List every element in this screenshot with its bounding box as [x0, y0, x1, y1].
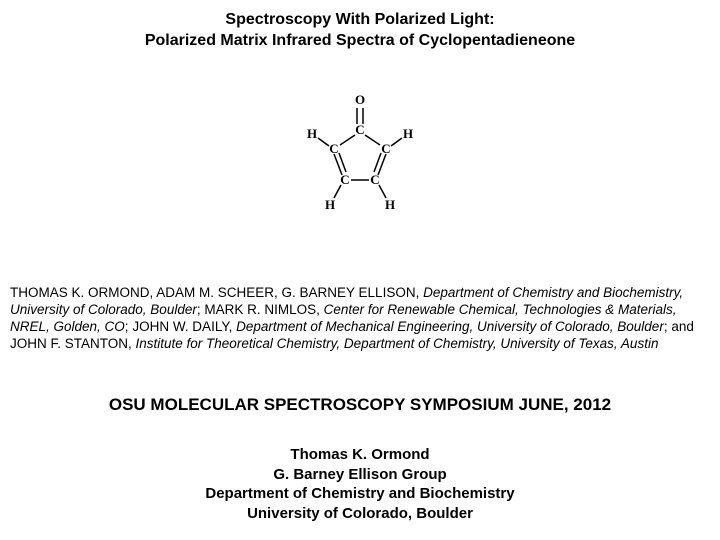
atom-h-ul: H [307, 126, 317, 141]
title-line-2: Polarized Matrix Infrared Spectra of Cyc… [0, 31, 720, 52]
authors-4-affil: Institute for Theoretical Chemistry, Dep… [136, 336, 659, 351]
atom-h-lr: H [385, 197, 395, 212]
footer-university: University of Colorado, Boulder [0, 504, 720, 524]
footer-group: G. Barney Ellison Group [0, 465, 720, 485]
authors-3-affil: Department of Mechanical Engineering, Un… [236, 319, 664, 334]
atom-c-lr: C [370, 172, 379, 187]
footer-presenter: Thomas K. Ormond [0, 445, 720, 465]
atom-h-ll: H [325, 197, 335, 212]
sep: ; and [664, 319, 694, 334]
atom-h-ur: H [403, 126, 413, 141]
authors-4-names: JOHN F. STANTON, [10, 336, 136, 351]
atom-c-ll: C [340, 172, 349, 187]
footer-department: Department of Chemistry and Biochemistry [0, 484, 720, 504]
atom-o: O [355, 92, 365, 107]
authors-1-names: THOMAS K. ORMOND, ADAM M. SCHEER, G. BAR… [10, 285, 423, 300]
authors-3-names: JOHN W. DAILY, [132, 319, 236, 334]
title-line-1: Spectroscopy With Polarized Light: [0, 10, 720, 31]
molecule-structure: O C C C C C H H H H [0, 82, 720, 237]
footer-block: Thomas K. Ormond G. Barney Ellison Group… [0, 445, 720, 523]
authors-2-names: MARK R. NIMLOS, [204, 302, 323, 317]
atom-c-ul: C [329, 141, 338, 156]
atom-c-top: C [355, 122, 364, 137]
authors-block: THOMAS K. ORMOND, ADAM M. SCHEER, G. BAR… [10, 285, 710, 353]
title-block: Spectroscopy With Polarized Light: Polar… [0, 0, 720, 52]
atom-c-ur: C [381, 141, 390, 156]
symposium-line: OSU MOLECULAR SPECTROSCOPY SYMPOSIUM JUN… [0, 395, 720, 415]
